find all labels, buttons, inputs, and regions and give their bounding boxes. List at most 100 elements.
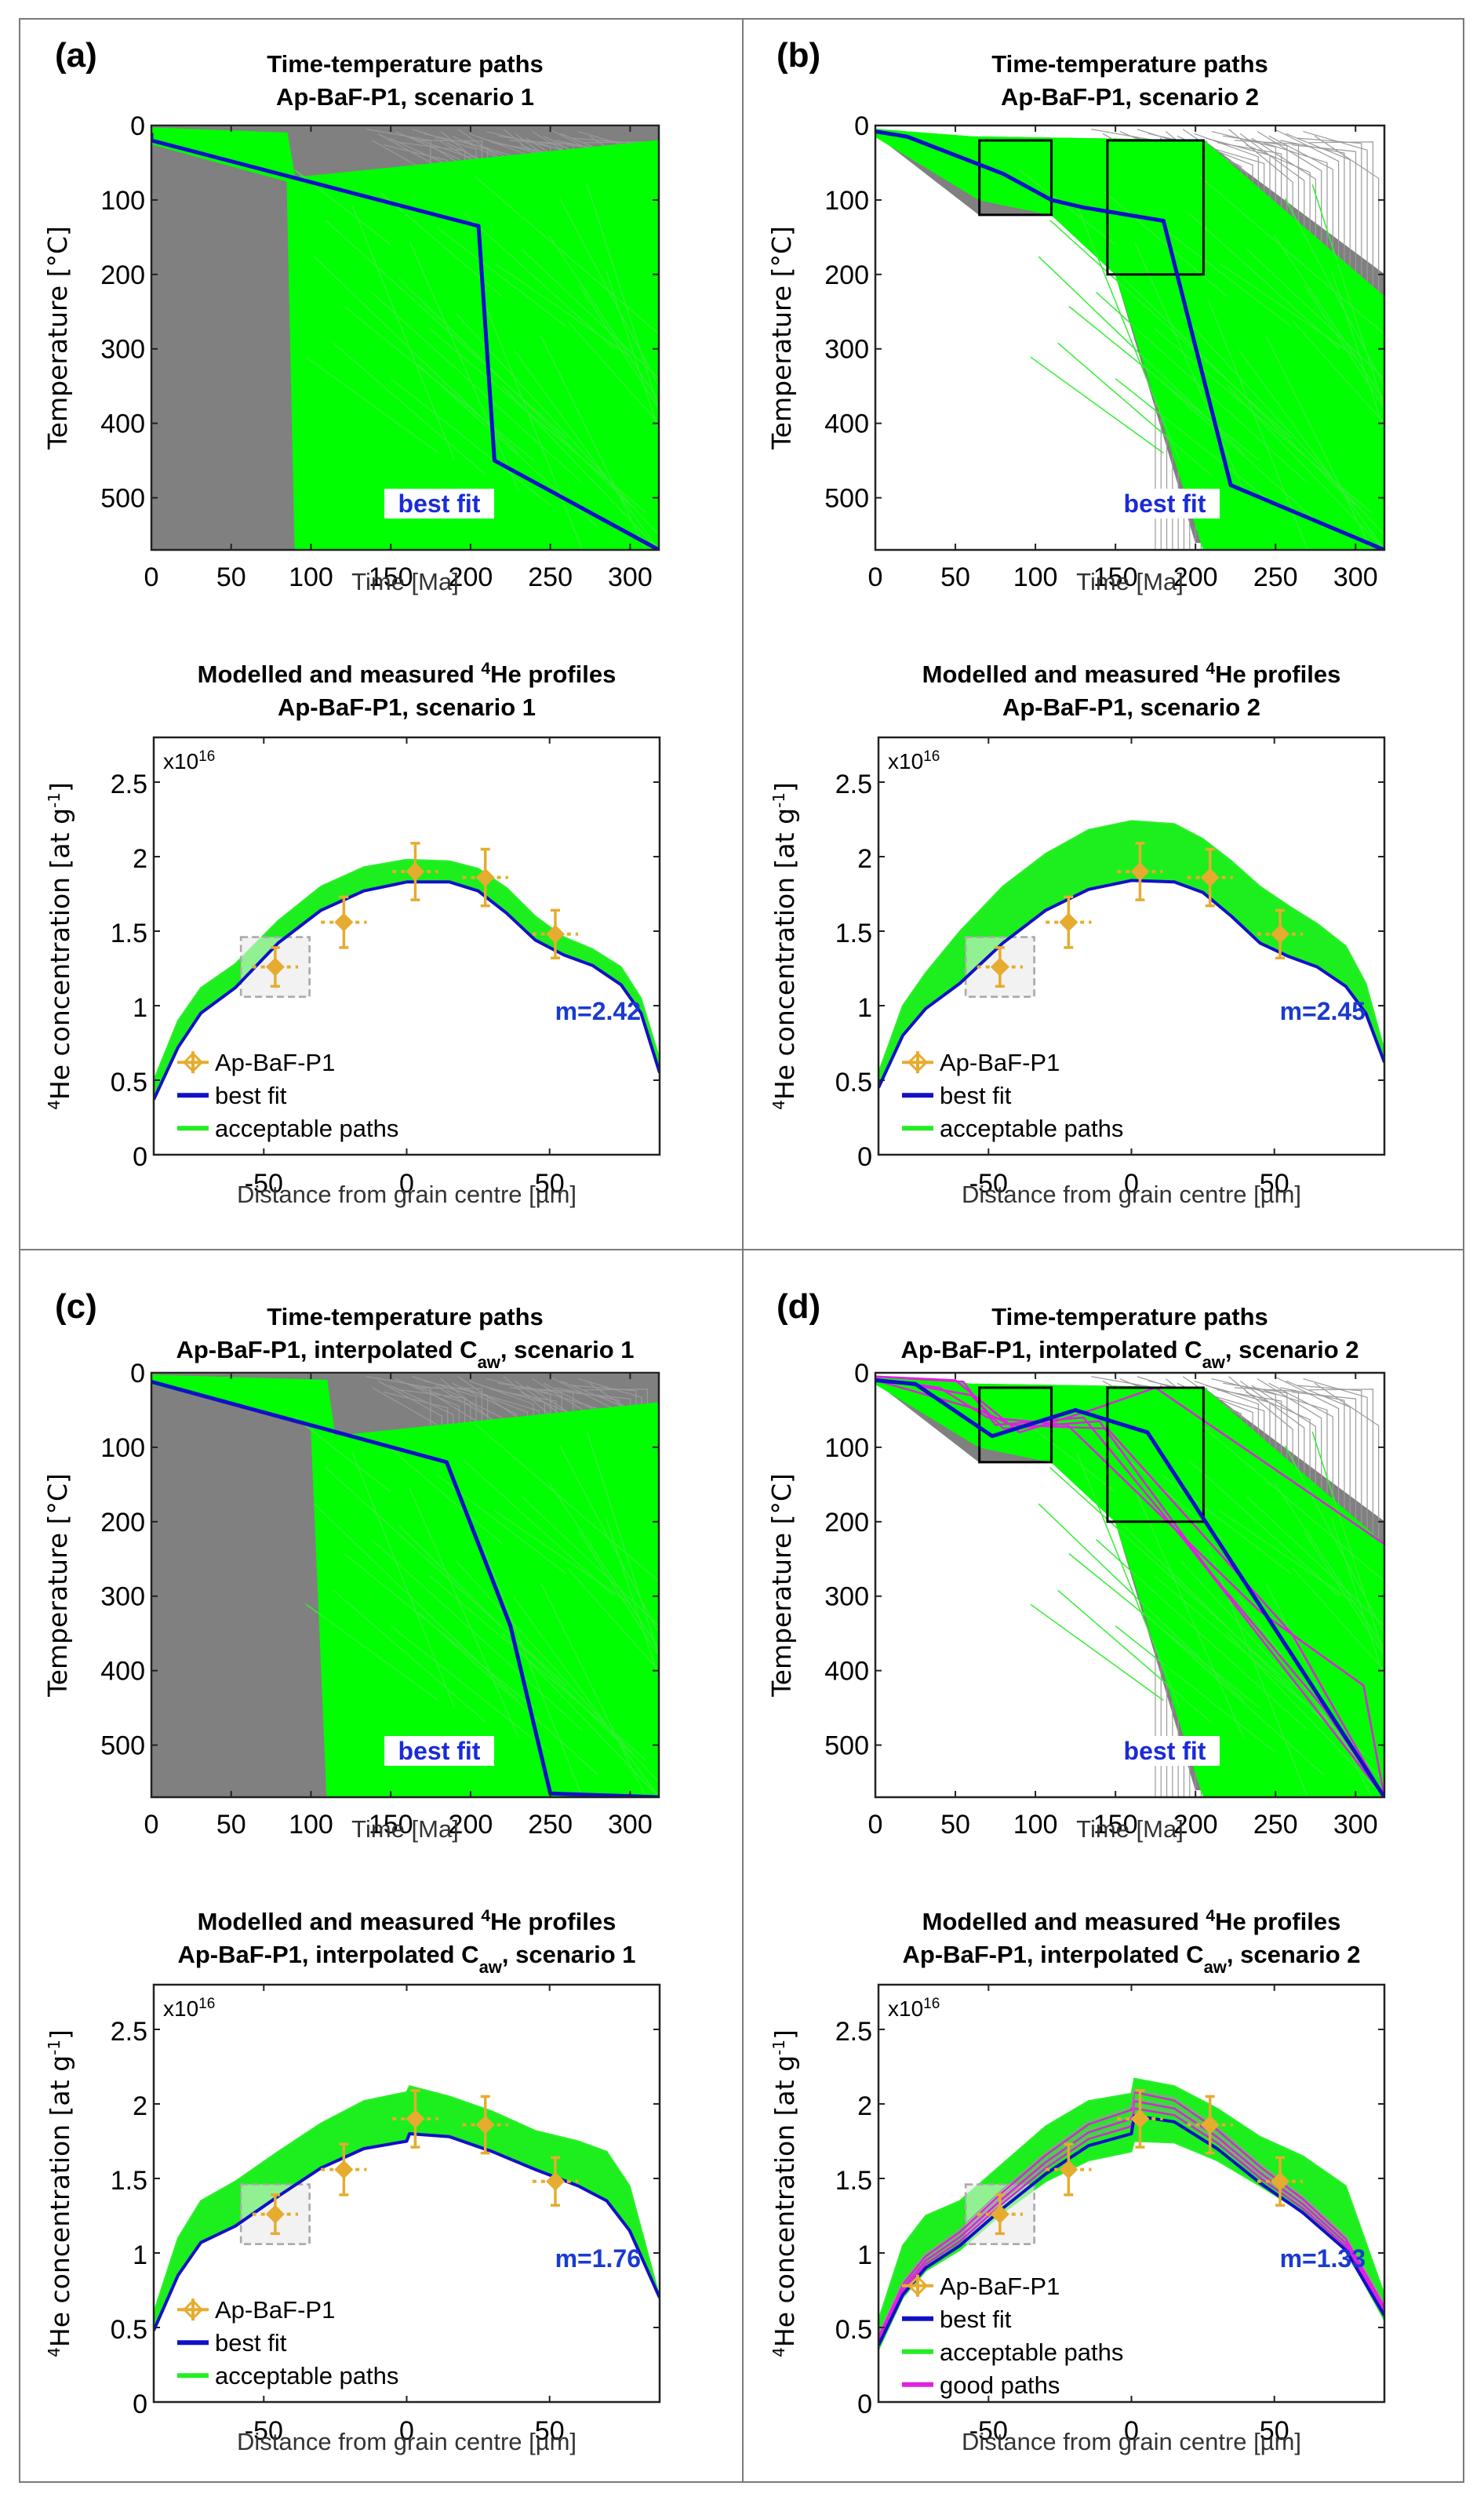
acceptable-path (1330, 270, 1384, 431)
acceptable-path (1096, 292, 1308, 484)
acceptable-path (305, 356, 439, 454)
panel-label: (d) (777, 1287, 820, 1326)
y-tick-label: 2 (857, 2091, 872, 2121)
x-tick-label: 50 (1260, 1169, 1289, 1199)
legend-label: Ap-BaF-P1 (215, 2296, 335, 2324)
legend-label: best fit (215, 2329, 287, 2357)
acceptable-path (1030, 1603, 1164, 1701)
chart-subtitle: Ap-BaF-P1, interpolated Caw, scenario 2 (900, 1336, 1359, 1372)
y-tick-label: 0 (133, 1142, 147, 1172)
measured-point (462, 2095, 508, 2155)
chart-title: Modelled and measured 4He profiles (922, 1907, 1341, 1936)
panel-label: (c) (55, 1287, 97, 1326)
acceptable-path (409, 241, 519, 491)
figure-frame (19, 18, 1464, 2483)
x-tick-label: 0 (868, 562, 883, 592)
acceptable-path (567, 1568, 659, 1672)
acceptable-path (1104, 191, 1228, 297)
y-tick-label: 0 (857, 2389, 872, 2419)
chart-title: Time-temperature paths (267, 1303, 544, 1330)
measured-point (1257, 908, 1304, 959)
acceptable-path (1142, 364, 1324, 529)
acceptable-path (409, 1488, 519, 1738)
y-tick-label: 300 (824, 335, 869, 365)
diamond-marker (990, 957, 1009, 977)
acceptable-path (521, 1496, 659, 1627)
acceptable-path (1330, 1517, 1384, 1679)
best-fit-annotation-bg (384, 1736, 494, 1766)
chart-subtitle: Ap-BaF-P1, scenario 1 (276, 83, 534, 111)
x-tick-label: 50 (940, 562, 970, 592)
diamond-marker (1270, 924, 1289, 944)
y-tick-label: 500 (100, 1731, 145, 1761)
plot-area (875, 1375, 1384, 1797)
good-path (875, 1378, 1384, 1797)
acceptable-path (390, 378, 551, 506)
y-tick-label: 1 (857, 993, 872, 1023)
best-fit-annotation-bg (384, 489, 494, 519)
acceptable-path (1076, 1453, 1180, 1709)
y-tick-label: 1.5 (835, 919, 872, 948)
chart-title: Modelled and measured 4He profiles (198, 1907, 617, 1936)
chart-d-time-temperature: Time-temperature paths Ap-BaF-P1, interpo… (766, 1303, 1386, 1843)
x-axis-label: Distance from grain centre [µm] (962, 2428, 1301, 2455)
measured-point (252, 946, 299, 988)
acceptable-path (1265, 1582, 1373, 1797)
acceptable-path (1076, 206, 1180, 461)
acceptable-path (1293, 321, 1384, 424)
y-tick-label: 0 (857, 1142, 872, 1172)
acceptable-path (482, 299, 584, 550)
chart-subtitle: Ap-BaF-P1, scenario 1 (278, 693, 536, 721)
legend-label: Ap-BaF-P1 (940, 1049, 1060, 1076)
plot-area (154, 842, 660, 1101)
acceptable-path (1068, 306, 1260, 461)
diamond-marker (475, 2115, 495, 2135)
best-fit-line (154, 880, 660, 1101)
measured-point (1187, 847, 1233, 908)
plot-area (154, 2085, 660, 2331)
diamond-marker (406, 862, 425, 881)
y-tick-label: 0.5 (111, 1068, 147, 1097)
acceptable-path (371, 292, 583, 484)
y-tick-label: 2 (133, 844, 147, 874)
y-tick-label: 1 (857, 2240, 872, 2270)
acceptable-paths-band (878, 820, 1384, 1088)
measured-point (977, 946, 1024, 988)
y-tick-label: 300 (100, 1582, 145, 1612)
diamond-marker (1059, 2160, 1078, 2179)
y-tick-label: 100 (100, 1433, 145, 1463)
chart-a-time-temperature: Time-temperature paths Ap-BaF-P1, scenari… (42, 50, 660, 595)
x-tick-label: 100 (1013, 1810, 1058, 1840)
chart-title: Modelled and measured 4He profiles (198, 660, 617, 689)
best-fit-line (151, 1379, 659, 1797)
acceptable-path (482, 1546, 584, 1797)
acceptable-path (456, 1560, 659, 1783)
best-fit-annotation: best fit (1124, 490, 1206, 518)
acceptable-path (513, 349, 659, 550)
x-tick-label: 200 (449, 562, 493, 592)
measured-point (321, 895, 367, 949)
acceptable-path (1142, 1611, 1324, 1776)
x-tick-label: 0 (868, 1810, 883, 1840)
chart-d-he-profile: Modelled and measured 4He profiles Ap-BaF… (769, 1907, 1386, 2455)
y-tick-label: 200 (824, 260, 869, 290)
legend-diamond-icon (907, 1052, 929, 1073)
good-path (875, 1378, 1384, 1797)
y-axis-label: Temperature [°C] (766, 1473, 797, 1698)
acceptable-path (521, 249, 659, 380)
legend-diamond-icon (907, 2275, 929, 2296)
acceptable-path (1030, 356, 1164, 454)
x-tick-label: 50 (216, 1810, 246, 1840)
acceptable-path (1238, 349, 1384, 550)
best-fit-line (878, 2114, 1384, 2346)
acceptable-path (1057, 342, 1213, 476)
x-axis-label: Time [Ma] (351, 568, 459, 595)
acceptable-path (464, 213, 615, 350)
x-tick-label: 250 (528, 1810, 573, 1840)
legend-label: best fit (940, 2306, 1012, 2333)
best-fit-annotation-bg (1110, 489, 1220, 519)
diamond-marker (265, 2204, 285, 2224)
diamond-marker (1200, 2115, 1220, 2135)
acceptable-path (559, 1445, 659, 1634)
